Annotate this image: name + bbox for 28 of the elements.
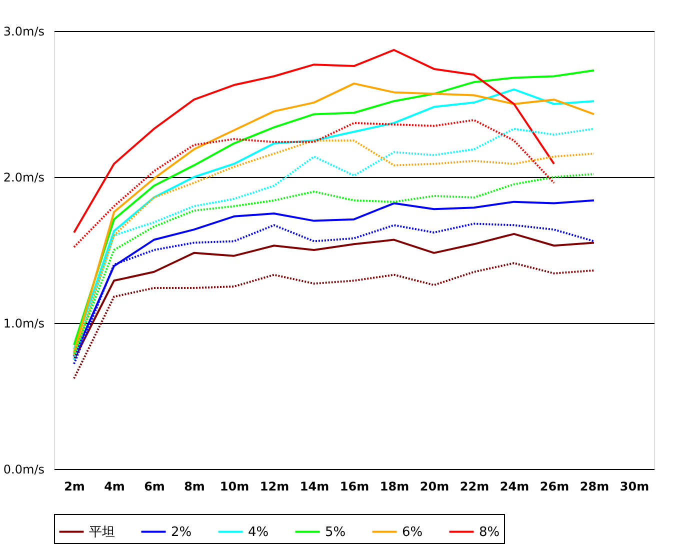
x-tick-label: 12m: [260, 480, 290, 494]
x-tick-label: 28m: [580, 480, 610, 494]
legend-label: 8%: [479, 524, 500, 540]
x-tick-label: 16m: [340, 480, 370, 494]
y-tick-label: 2.0m/s: [3, 170, 44, 184]
x-tick-label: 30m: [620, 480, 650, 494]
x-tick-label: 10m: [220, 480, 250, 494]
legend-label: 5%: [325, 524, 346, 540]
legend-label: 平坦: [89, 524, 115, 540]
x-tick-label: 26m: [540, 480, 570, 494]
legend-label: 4%: [248, 524, 269, 540]
x-tick-label: 2m: [64, 480, 85, 494]
line-series: [73, 48, 555, 234]
x-tick-label: 8m: [184, 480, 205, 494]
x-tick-label: 18m: [380, 480, 410, 494]
line-series: [73, 262, 595, 380]
y-tick-label: 3.0m/s: [3, 24, 44, 38]
y-tick-label: 1.0m/s: [3, 316, 44, 330]
x-tick-label: 20m: [420, 480, 450, 494]
x-tick-label: 4m: [104, 480, 125, 494]
x-tick-label: 6m: [144, 480, 165, 494]
legend-label: 6%: [402, 524, 423, 540]
y-tick-label: 0.0m/s: [3, 462, 44, 476]
line-series: [73, 119, 555, 248]
x-tick-label: 24m: [500, 480, 530, 494]
x-tick-label: 14m: [300, 480, 330, 494]
legend-label: 2%: [171, 524, 192, 540]
x-tick-label: 22m: [460, 480, 490, 494]
